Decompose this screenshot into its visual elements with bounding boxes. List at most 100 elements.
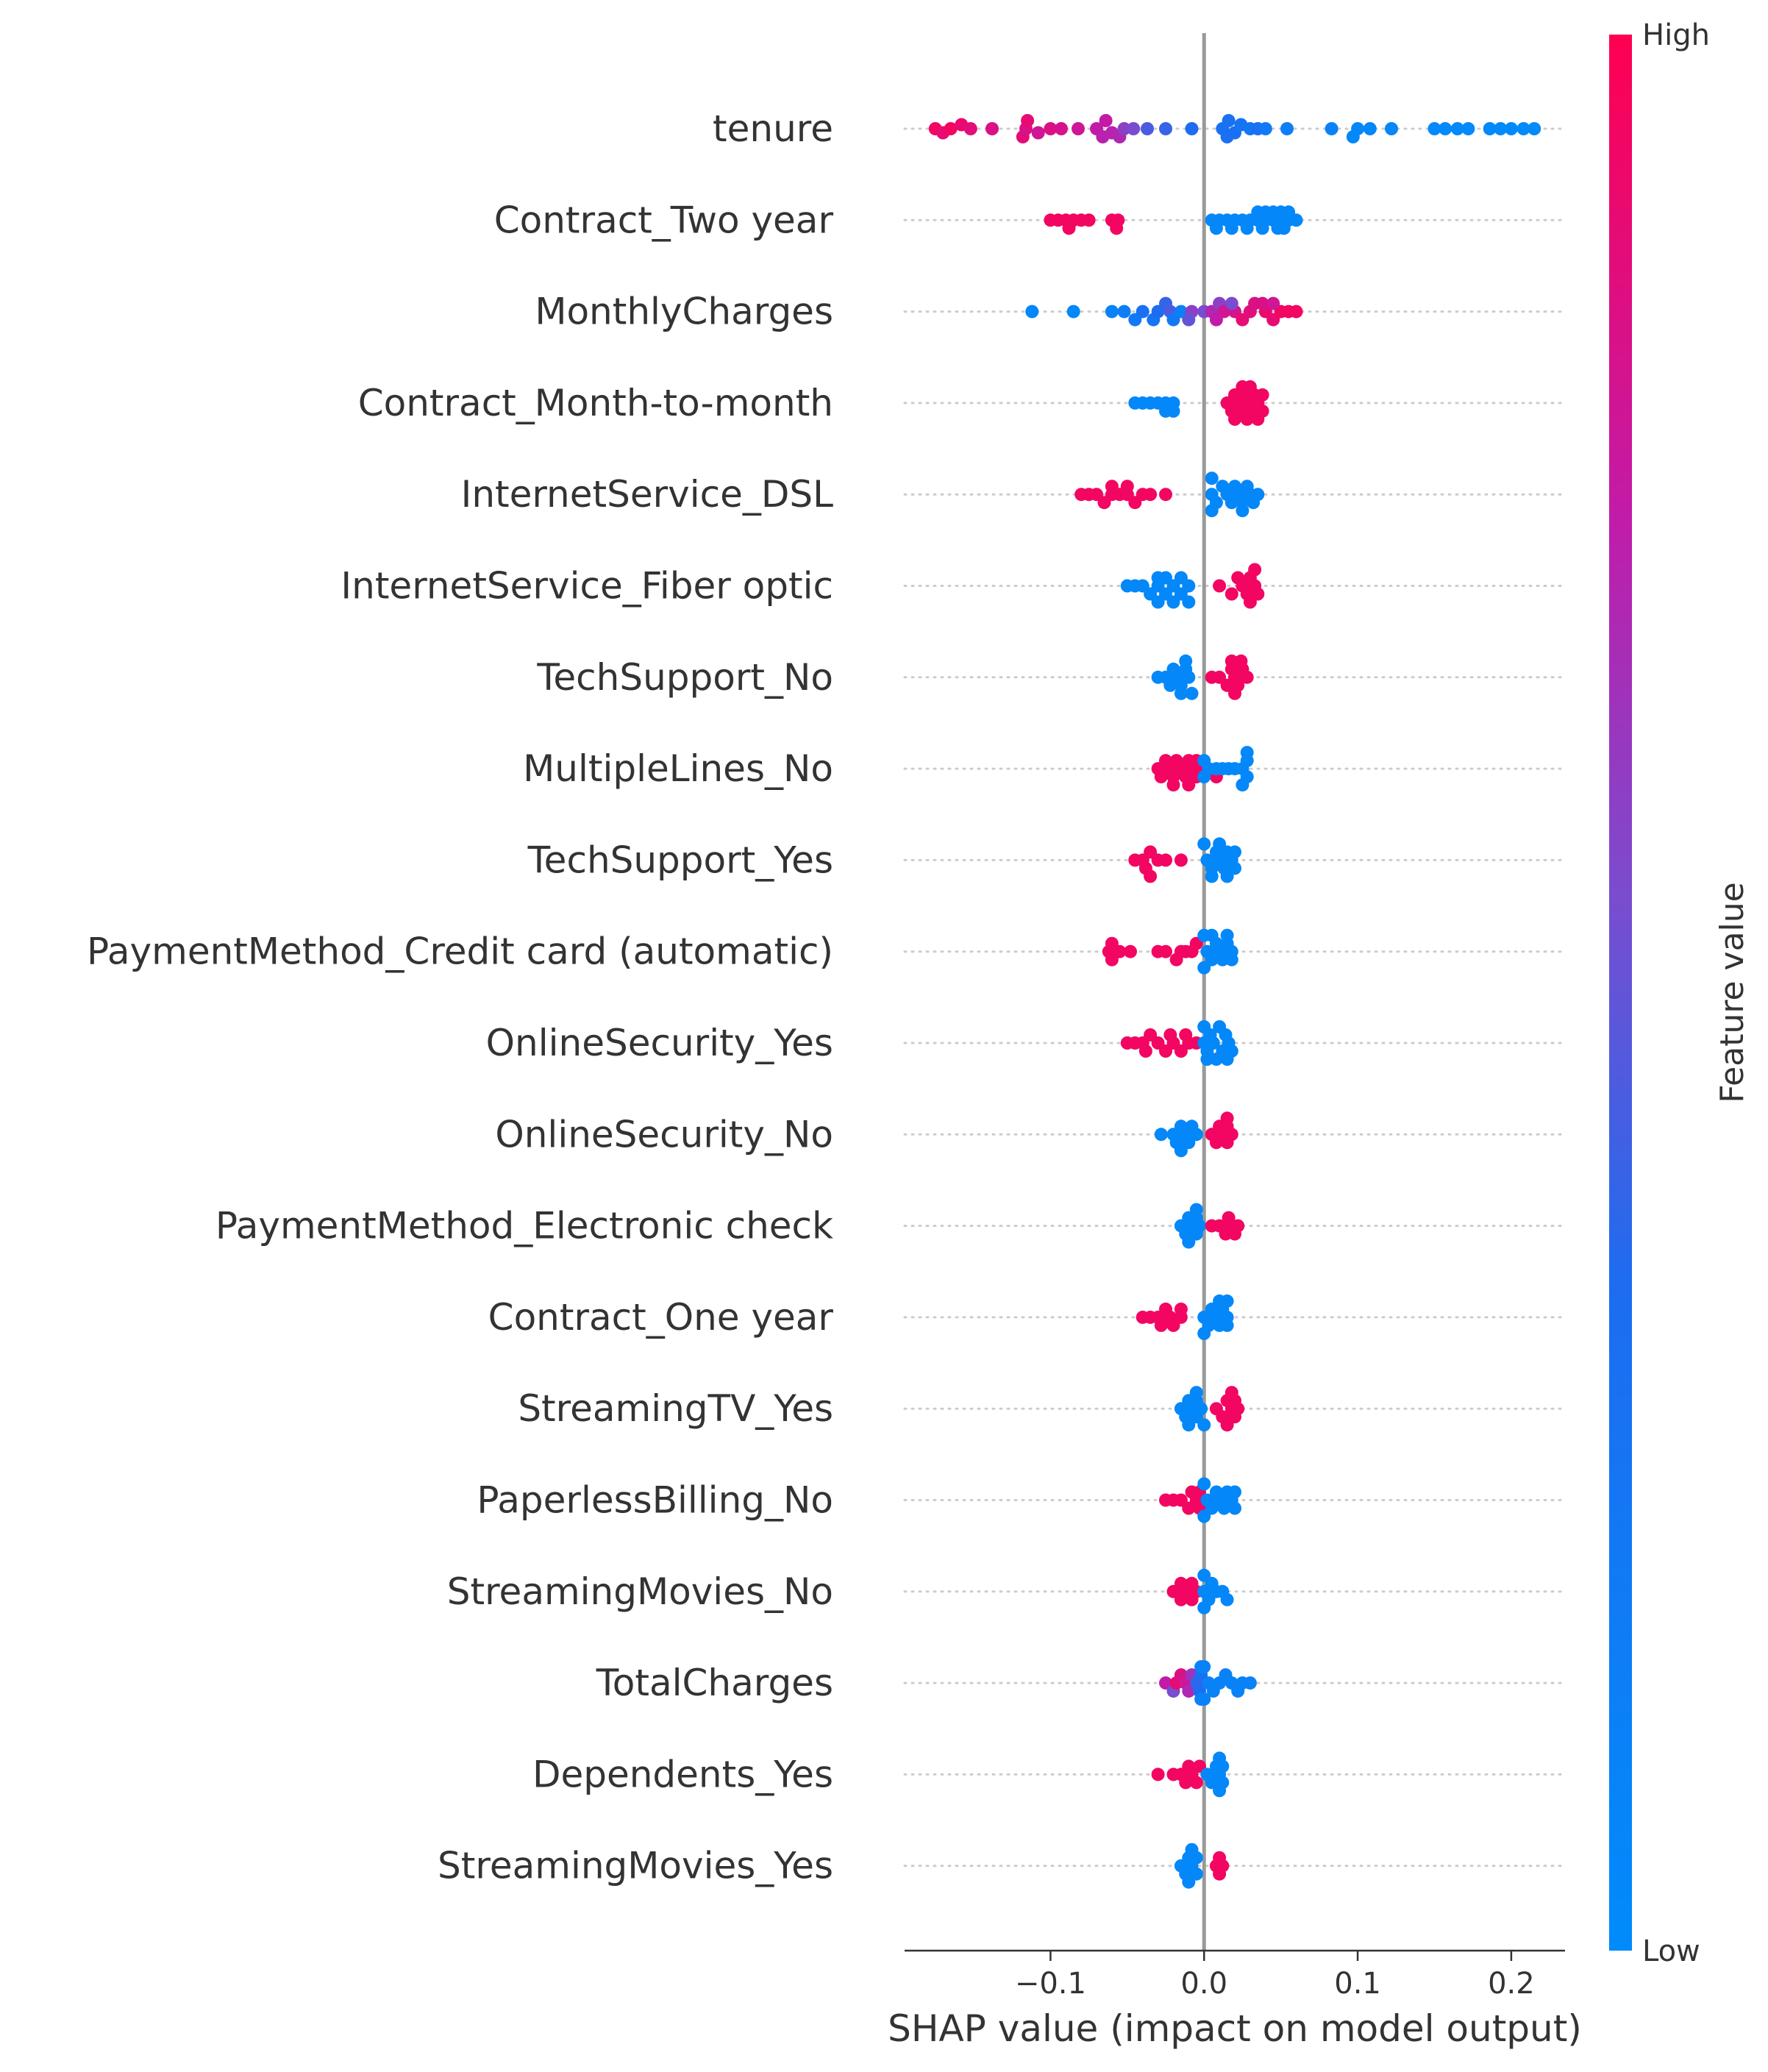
shap-point xyxy=(1138,1044,1152,1058)
shap-point xyxy=(1228,1485,1241,1499)
shap-point xyxy=(1124,944,1137,958)
feature-label: Contract_Two year xyxy=(494,199,834,241)
shap-point xyxy=(1182,1418,1196,1432)
shap-point xyxy=(1182,1875,1196,1889)
shap-point xyxy=(1159,488,1172,502)
feature-label: Dependents_Yes xyxy=(532,1753,833,1795)
shap-point xyxy=(1220,1418,1234,1432)
shap-point xyxy=(1280,122,1294,135)
shap-point xyxy=(1185,122,1199,135)
feature-label: TotalCharges xyxy=(596,1662,833,1704)
feature-label: StreamingMovies_Yes xyxy=(438,1845,833,1887)
shap-point xyxy=(1159,944,1172,958)
shap-point xyxy=(1194,1660,1208,1674)
shap-point xyxy=(1120,480,1134,494)
shap-point xyxy=(1225,953,1238,966)
shap-point xyxy=(1231,1402,1245,1416)
shap-point xyxy=(1025,305,1039,318)
shap-point xyxy=(1243,380,1257,394)
shap-point xyxy=(1136,305,1149,318)
shap-point xyxy=(1220,1053,1234,1066)
shap-point xyxy=(1277,221,1291,235)
shap-point xyxy=(1189,1386,1203,1400)
shap-point xyxy=(1166,778,1180,792)
shap-point xyxy=(1220,869,1234,883)
shap-point xyxy=(1205,471,1219,485)
shap-point xyxy=(1021,114,1035,127)
shap-point xyxy=(963,122,977,135)
shap-point xyxy=(1240,221,1254,235)
feature-label: MultipleLines_No xyxy=(523,747,833,790)
shap-point xyxy=(1363,122,1377,135)
shap-point xyxy=(1228,412,1241,426)
shap-point xyxy=(1174,853,1188,867)
x-tick-label: 0.1 xyxy=(1334,1967,1381,2001)
shap-point xyxy=(1234,654,1248,668)
feature-label: OnlineSecurity_No xyxy=(495,1113,833,1156)
points-layer xyxy=(928,114,1541,1889)
shap-point xyxy=(1197,754,1211,768)
shap-point xyxy=(1182,313,1196,327)
shap-point xyxy=(944,122,958,135)
shap-point xyxy=(1216,1859,1230,1873)
shap-point xyxy=(1220,928,1234,942)
shap-point xyxy=(1179,654,1193,668)
feature-label: PaperlessBilling_No xyxy=(477,1479,833,1522)
feature-label: TechSupport_No xyxy=(536,656,833,699)
shap-point xyxy=(1174,686,1188,700)
shap-point xyxy=(1113,944,1127,958)
shap-point xyxy=(1228,686,1241,700)
x-tick-label: 0.2 xyxy=(1488,1967,1535,2001)
shap-point xyxy=(1516,122,1530,135)
shap-point xyxy=(1231,1219,1245,1233)
shap-point xyxy=(1197,1477,1211,1491)
shap-point xyxy=(1258,122,1272,135)
feature-labels: tenure Contract_Two year MonthlyCharges Con… xyxy=(87,107,833,1887)
shap-point xyxy=(1174,1144,1188,1158)
shap-point xyxy=(1450,122,1464,135)
shap-point xyxy=(1205,504,1219,518)
shap-point xyxy=(1159,853,1172,867)
shap-point xyxy=(1205,869,1219,883)
shap-point xyxy=(1427,122,1441,135)
shap-point xyxy=(1151,595,1165,609)
shap-point xyxy=(1197,1601,1211,1614)
shap-point xyxy=(1216,953,1230,966)
shap-point xyxy=(1213,1751,1227,1765)
shap-point xyxy=(1225,587,1238,601)
colorbar-high-label: High xyxy=(1642,18,1710,52)
shap-point xyxy=(1144,869,1158,883)
shap-point xyxy=(1255,296,1269,310)
shap-point xyxy=(1206,1036,1220,1050)
shap-point xyxy=(1225,1386,1238,1400)
shap-point xyxy=(1154,770,1168,784)
shap-point xyxy=(1197,1326,1211,1340)
shap-point xyxy=(1248,563,1262,577)
shap-point xyxy=(1105,480,1119,494)
shap-point xyxy=(1099,114,1113,127)
shap-point xyxy=(1236,778,1250,792)
shap-point xyxy=(1251,412,1265,426)
shap-point xyxy=(1494,122,1508,135)
shap-point xyxy=(1174,1302,1188,1316)
feature-label: tenure xyxy=(713,107,833,150)
x-tick-label: 0.0 xyxy=(1180,1967,1227,2001)
shap-point xyxy=(1185,1843,1199,1856)
shap-point xyxy=(1055,122,1068,135)
shap-point xyxy=(1255,221,1269,235)
colorbar-title: Feature value xyxy=(1714,882,1751,1103)
shap-point xyxy=(1127,122,1141,135)
feature-label: MonthlyCharges xyxy=(535,291,833,333)
shap-point xyxy=(1159,571,1172,585)
shap-point xyxy=(1213,837,1227,851)
shap-point xyxy=(1066,305,1080,318)
shap-point xyxy=(1243,1676,1257,1690)
shap-point xyxy=(1182,670,1196,684)
shap-point xyxy=(1151,1767,1165,1781)
shap-point xyxy=(1240,746,1254,760)
shap-point xyxy=(1236,504,1250,518)
shap-point xyxy=(1117,305,1131,318)
shap-point xyxy=(1197,770,1211,784)
colorbar: High Low Feature value xyxy=(1609,18,1751,1968)
